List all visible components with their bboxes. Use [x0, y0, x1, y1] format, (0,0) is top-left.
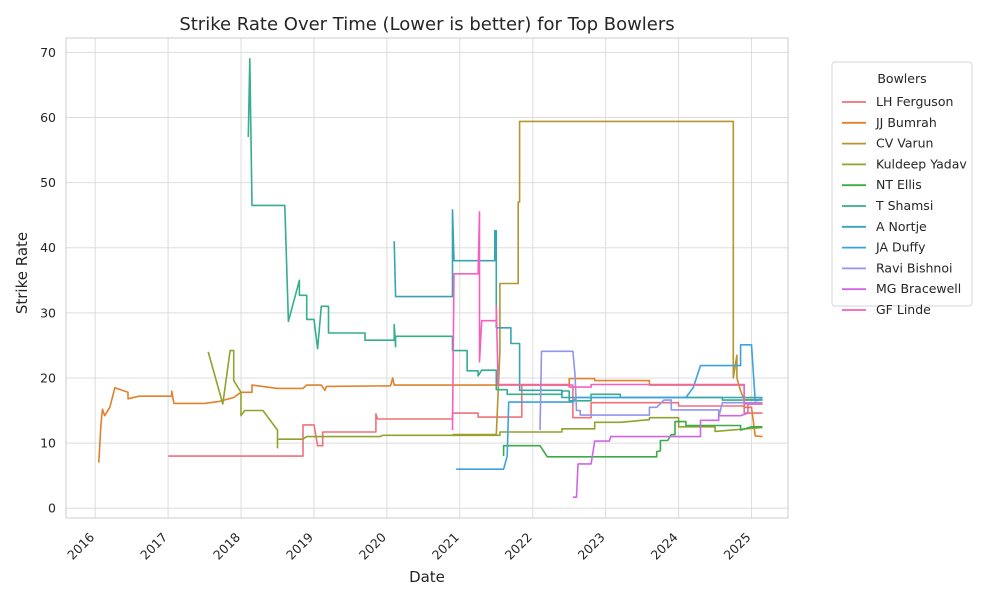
- legend-entry: T Shamsi: [875, 198, 933, 213]
- series-line-cv-varun: [452, 120, 763, 436]
- y-tick-label: 40: [40, 240, 56, 255]
- legend-box: [831, 61, 973, 307]
- legend-title: Bowlers: [877, 71, 926, 86]
- legend-entry: Kuldeep Yadav: [876, 156, 967, 171]
- chart-title: Strike Rate Over Time (Lower is better) …: [179, 14, 674, 35]
- y-tick-label: 30: [40, 305, 56, 320]
- y-axis-label: Strike Rate: [13, 232, 31, 314]
- series-line-mg-bracewell: [572, 403, 763, 498]
- legend-entry: JA Duffy: [875, 240, 926, 255]
- legend-entry: Ravi Bishnoi: [876, 260, 952, 275]
- legend: Bowlers LH Ferguson JJ Bumrah CV Varun Kuld…: [831, 61, 973, 317]
- y-tick-label: 0: [48, 501, 56, 516]
- series-line-kuldeep-yadav: [207, 349, 763, 449]
- legend-entry: CV Varun: [876, 136, 933, 151]
- legend-entry: LH Ferguson: [876, 94, 953, 109]
- legend-entry: NT Ellis: [876, 177, 922, 192]
- y-tick-label: 10: [40, 436, 56, 451]
- y-tick-label: 60: [40, 110, 56, 125]
- legend-entry: MG Bracewell: [876, 281, 961, 296]
- series-line-jj-bumrah: [98, 377, 763, 463]
- series-line-gf-linde: [451, 211, 763, 431]
- y-tick-label: 70: [40, 45, 56, 60]
- series-lines: [98, 58, 763, 498]
- y-tick-label: 20: [40, 370, 56, 385]
- legend-entry: GF Linde: [876, 302, 931, 317]
- plot-frame: [65, 37, 789, 519]
- y-tick-labels: 0 10 20 30 40 50 60 70: [40, 45, 56, 516]
- series-line-nt-ellis: [502, 420, 763, 458]
- series-line-ravi-bishnoi: [539, 350, 763, 431]
- grid-lines: [66, 38, 788, 518]
- series-line-t-shamsi: [247, 58, 763, 402]
- x-axis-label: Date: [409, 568, 445, 586]
- legend-entry: JJ Bumrah: [875, 115, 937, 130]
- series-line-ja-duffy: [456, 344, 763, 470]
- legend-items: LH Ferguson JJ Bumrah CV Varun Kuldeep Yada…: [842, 94, 967, 317]
- y-tick-label: 50: [40, 175, 56, 190]
- series-line-lh-ferguson: [168, 384, 763, 457]
- legend-entry: A Nortje: [876, 219, 927, 234]
